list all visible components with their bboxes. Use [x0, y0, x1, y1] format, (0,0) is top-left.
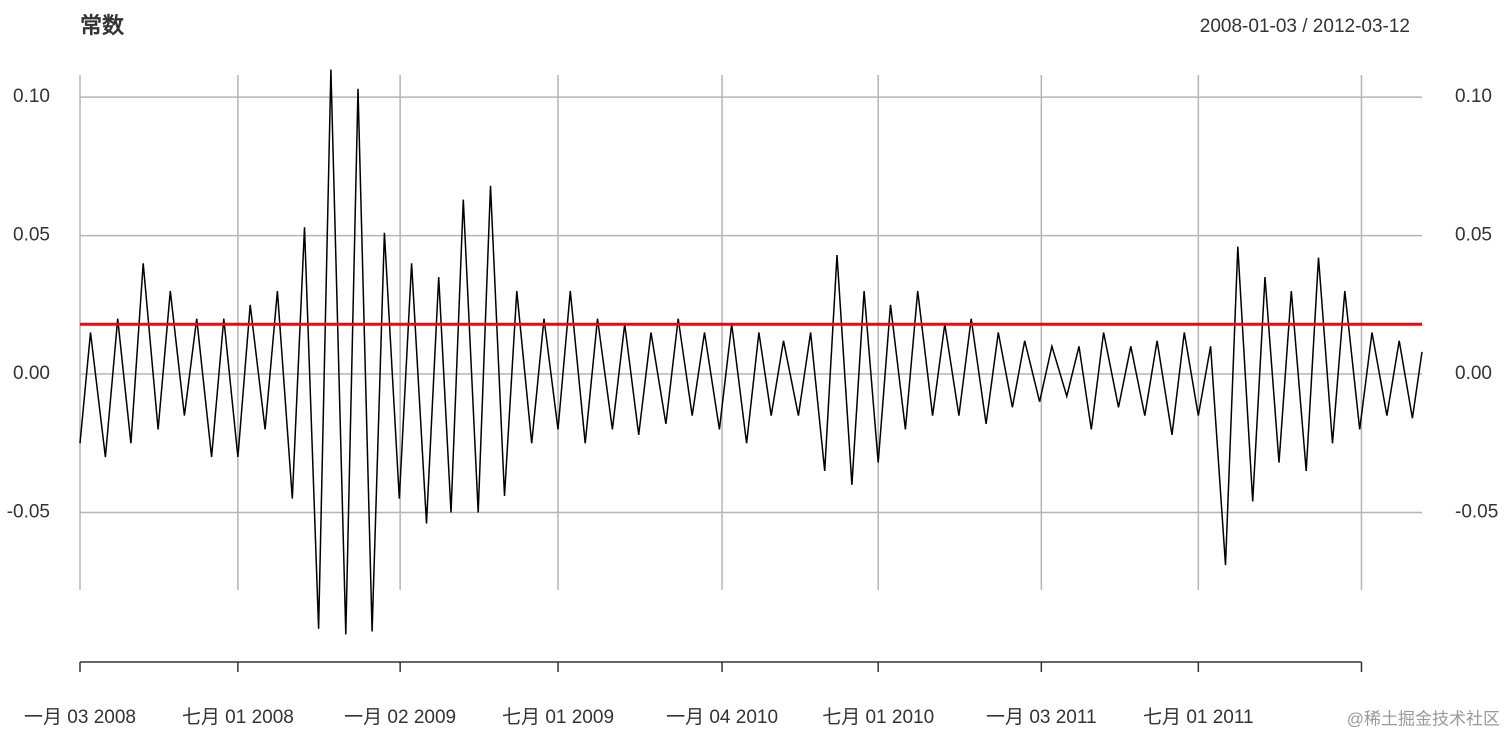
watermark: @稀土掘金技术社区: [1347, 709, 1500, 728]
y2-tick-label: 0.00: [1455, 363, 1492, 384]
y-tick-label: 0.05: [13, 225, 50, 246]
y2-tick-label: -0.05: [1455, 501, 1498, 522]
x-tick-label: 一月 03 2011: [986, 707, 1097, 728]
y-tick-label: 0.10: [13, 86, 50, 107]
chart-subtitle: 2008-01-03 / 2012-03-12: [1200, 16, 1410, 37]
chart-title: 常数: [80, 13, 125, 38]
y2-tick-label: 0.05: [1455, 225, 1492, 246]
x-tick-label: 七月 01 2010: [822, 706, 934, 728]
x-tick-label: 七月 01 2009: [502, 706, 614, 728]
y2-tick-label: 0.10: [1455, 86, 1492, 107]
series-line: [79, 69, 1423, 635]
x-tick-label: 一月 04 2010: [666, 707, 778, 728]
x-tick-label: 七月 01 2008: [182, 706, 294, 728]
y-tick-label: 0.00: [13, 363, 50, 384]
y-tick-label: -0.05: [7, 501, 50, 522]
x-tick-label: 一月 03 2008: [24, 707, 136, 728]
x-tick-label: 七月 01 2011: [1143, 706, 1254, 728]
x-tick-label: 一月 02 2009: [344, 707, 456, 728]
